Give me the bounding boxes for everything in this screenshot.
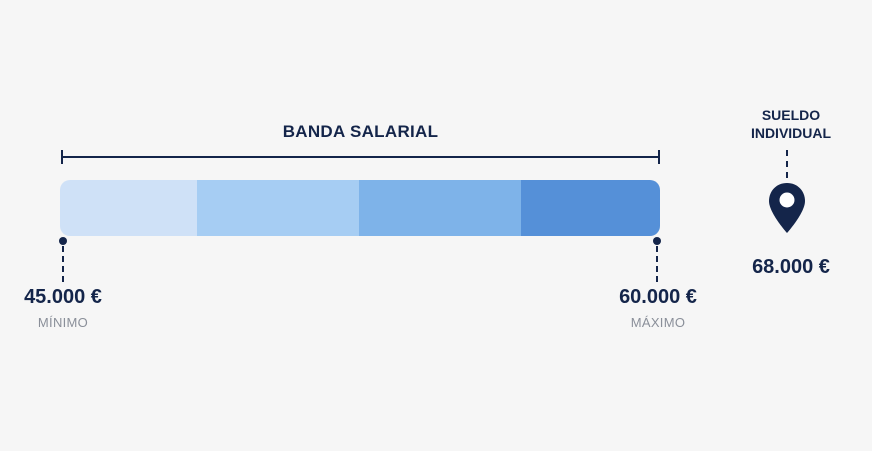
location-pin-icon — [768, 182, 806, 234]
individual-salary-title: SUELDO INDIVIDUAL — [722, 106, 860, 142]
bracket-line — [61, 156, 660, 158]
bracket-right-tick — [658, 150, 660, 164]
individual-title-line-1: SUELDO — [761, 107, 821, 123]
max-label: MÁXIMO — [630, 315, 686, 330]
min-marker-dash — [62, 246, 64, 282]
individual-salary-value: 68.000 € — [752, 256, 830, 278]
band-segment-2 — [197, 180, 359, 236]
band-segment-4 — [521, 180, 660, 236]
band-bracket — [61, 150, 660, 164]
max-marker-dot — [653, 237, 661, 245]
min-label: MÍNIMO — [37, 315, 89, 330]
individual-title-line-2: INDIVIDUAL — [750, 125, 832, 141]
salary-band-bar — [60, 180, 660, 236]
band-segment-3 — [359, 180, 521, 236]
bracket-left-tick — [61, 150, 63, 164]
min-marker-dot — [59, 237, 67, 245]
band-segment-1 — [60, 180, 197, 236]
max-value: 60.000 € — [619, 286, 697, 308]
band-title: BANDA SALARIAL — [282, 122, 439, 141]
min-value: 45.000 € — [24, 286, 102, 308]
max-marker-dash — [656, 246, 658, 282]
individual-dash — [786, 150, 788, 178]
